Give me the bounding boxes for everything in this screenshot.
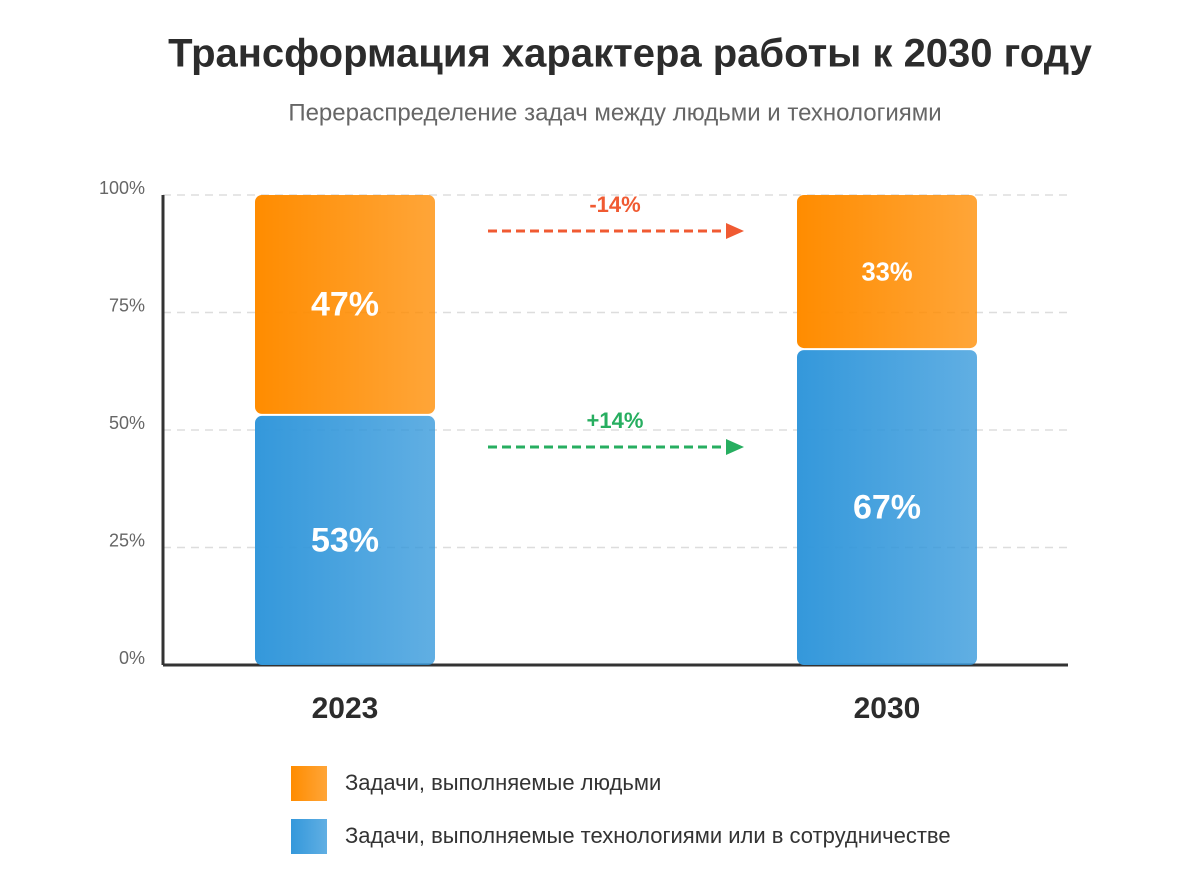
legend-swatch bbox=[291, 819, 327, 854]
value-label: 33% bbox=[861, 258, 912, 286]
value-label: 47% bbox=[311, 285, 379, 323]
value-label: 53% bbox=[311, 521, 379, 559]
legend-swatch bbox=[291, 766, 327, 801]
bar-segment bbox=[797, 195, 977, 349]
annotation-label: -14% bbox=[589, 192, 640, 217]
y-tick-label: 50% bbox=[109, 413, 145, 433]
bar-segment bbox=[797, 350, 977, 665]
y-tick-label: 100% bbox=[99, 178, 145, 198]
legend-label: Задачи, выполняемые людьми bbox=[345, 770, 661, 795]
y-tick-label: 0% bbox=[119, 648, 145, 668]
value-label: 67% bbox=[853, 489, 921, 527]
x-tick-label: 2023 bbox=[312, 692, 379, 725]
y-tick-label: 25% bbox=[109, 530, 145, 550]
x-tick-label: 2030 bbox=[854, 692, 921, 725]
y-tick-label: 75% bbox=[109, 295, 145, 315]
annotation-label: +14% bbox=[587, 408, 644, 433]
arrow-head bbox=[726, 223, 744, 239]
chart-subtitle: Перераспределение задач между людьми и т… bbox=[288, 99, 941, 126]
legend-label: Задачи, выполняемые технологиями или в с… bbox=[345, 823, 951, 848]
arrow-head bbox=[726, 439, 744, 455]
bar-segment bbox=[255, 415, 435, 665]
bar-segment bbox=[255, 195, 435, 414]
chart-title: Трансформация характера работы к 2030 го… bbox=[168, 32, 1092, 76]
